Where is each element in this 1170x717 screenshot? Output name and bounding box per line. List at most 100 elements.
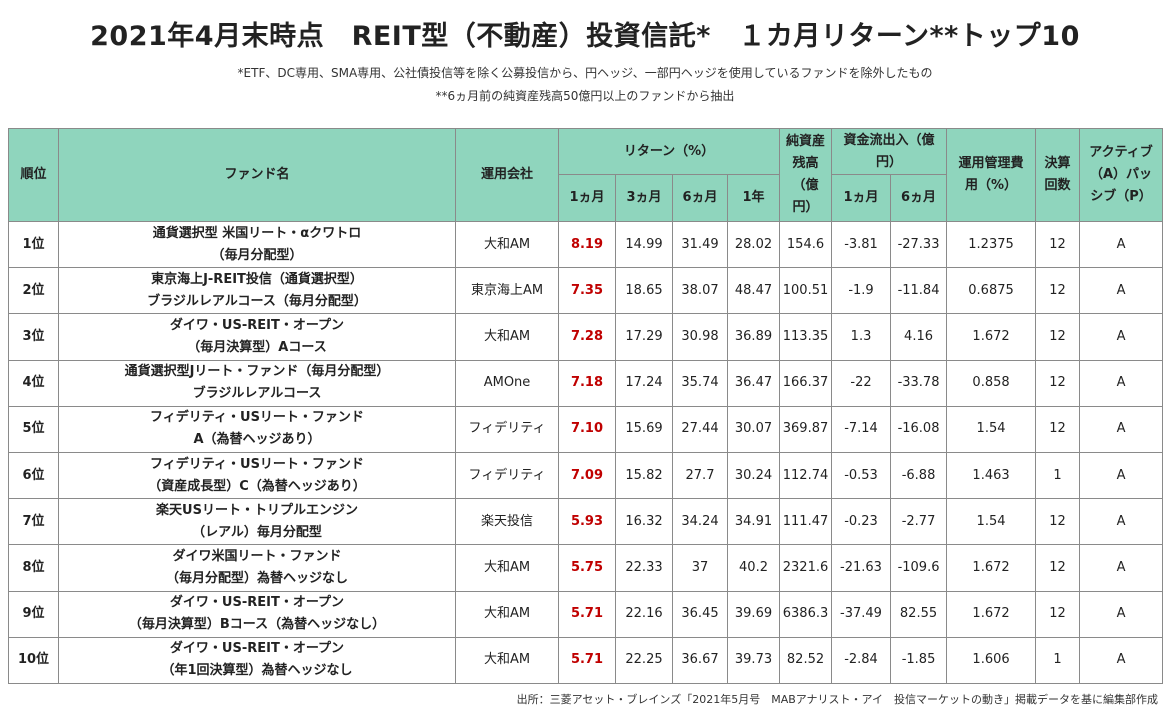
header-rank: 順位 bbox=[8, 128, 59, 222]
settlements-cell: 1 bbox=[1035, 451, 1081, 500]
return-1y-cell: 36.47 bbox=[726, 359, 781, 407]
return-6m-cell: 31.49 bbox=[672, 220, 728, 269]
net-assets-cell: 113.35 bbox=[779, 313, 833, 361]
net-assets-cell: 2321.6 bbox=[779, 544, 833, 592]
company-cell: 大和AM bbox=[455, 544, 559, 592]
return-1m-cell: 7.09 bbox=[558, 451, 616, 500]
fund-name-cell: フィデリティ・USリート・ファンド A（為替ヘッジあり） bbox=[58, 405, 456, 453]
header-flow-6m: 6ヵ月 bbox=[890, 174, 948, 222]
fund-name-line2: （年1回決算型）為替ヘッジなし bbox=[161, 663, 353, 679]
flow-1m-cell: -22 bbox=[831, 359, 892, 407]
active-passive-cell: A bbox=[1079, 267, 1164, 315]
rank-cell: 10位 bbox=[8, 636, 59, 685]
header-fund-name: ファンド名 bbox=[58, 128, 456, 222]
header-return-1y: 1年 bbox=[726, 174, 781, 222]
fund-name-line1: ダイワ・US-REIT・オープン bbox=[169, 641, 345, 657]
header-flow-1m: 1ヵ月 bbox=[831, 174, 892, 222]
return-3m-cell: 22.33 bbox=[615, 544, 673, 592]
table-row: 4位 通貨選択型Jリート・ファンド（毎月分配型） ブラジルレアルコース AMOne… bbox=[8, 359, 1164, 407]
fund-name-line1: 東京海上J-REIT投信（通貨選択型） bbox=[151, 271, 363, 287]
header-return: リターン（%） bbox=[557, 128, 781, 175]
fund-name-line2: A（為替ヘッジあり） bbox=[193, 432, 321, 448]
return-3m-cell: 22.16 bbox=[615, 590, 673, 638]
rank-cell: 3位 bbox=[8, 313, 59, 361]
return-6m-cell: 30.98 bbox=[672, 313, 728, 361]
rank-cell: 1位 bbox=[8, 220, 59, 269]
net-assets-cell: 154.6 bbox=[779, 220, 833, 269]
return-1m-cell: 8.19 bbox=[558, 220, 616, 269]
company-cell: 大和AM bbox=[455, 590, 559, 638]
return-1y-cell: 34.91 bbox=[726, 498, 781, 546]
return-1y-cell: 30.07 bbox=[726, 405, 781, 453]
company-cell: 楽天投信 bbox=[455, 498, 559, 546]
return-1y-cell: 40.2 bbox=[726, 544, 781, 592]
active-passive-cell: A bbox=[1079, 313, 1164, 361]
settlements-cell: 12 bbox=[1035, 313, 1081, 361]
active-passive-cell: A bbox=[1079, 636, 1164, 685]
return-3m-cell: 18.65 bbox=[615, 267, 673, 315]
fund-name-cell: 通貨選択型Jリート・ファンド（毎月分配型） ブラジルレアルコース bbox=[58, 359, 456, 407]
return-1y-cell: 36.89 bbox=[726, 313, 781, 361]
fund-name-line2: （毎月決算型）Aコース bbox=[187, 339, 327, 355]
settlements-cell: 12 bbox=[1035, 405, 1081, 453]
flow-6m-cell: -16.08 bbox=[890, 405, 948, 453]
fund-name-cell: 通貨選択型 米国リート・αクワトロ （毎月分配型） bbox=[58, 220, 456, 269]
company-cell: AMOne bbox=[455, 359, 559, 407]
table-row: 7位 楽天USリート・トリプルエンジン （レアル）毎月分配型 楽天投信 5.93 … bbox=[8, 498, 1164, 546]
fund-name-line2: ブラジルレアルコース bbox=[192, 386, 322, 402]
net-assets-cell: 112.74 bbox=[779, 451, 833, 500]
return-6m-cell: 27.44 bbox=[672, 405, 728, 453]
company-cell: フィデリティ bbox=[455, 405, 559, 453]
return-6m-cell: 38.07 bbox=[672, 267, 728, 315]
fund-name-line2: （毎月分配型） bbox=[211, 247, 303, 263]
fund-name-cell: フィデリティ・USリート・ファンド （資産成長型）C（為替ヘッジあり） bbox=[58, 451, 456, 500]
rank-cell: 6位 bbox=[8, 451, 59, 500]
table-row: 10位 ダイワ・US-REIT・オープン （年1回決算型）為替ヘッジなし 大和AM… bbox=[8, 636, 1164, 685]
rank-cell: 9位 bbox=[8, 590, 59, 638]
table-row: 6位 フィデリティ・USリート・ファンド （資産成長型）C（為替ヘッジあり） フィ… bbox=[8, 451, 1164, 500]
flow-6m-cell: -33.78 bbox=[890, 359, 948, 407]
fund-name-line1: フィデリティ・USリート・ファンド bbox=[150, 456, 364, 472]
return-3m-cell: 17.29 bbox=[615, 313, 673, 361]
table-row: 1位 通貨選択型 米国リート・αクワトロ （毎月分配型） 大和AM 8.19 14… bbox=[8, 220, 1164, 269]
net-assets-cell: 369.87 bbox=[779, 405, 833, 453]
fund-name-line1: ダイワ・US-REIT・オープン bbox=[169, 595, 345, 611]
return-1y-cell: 28.02 bbox=[726, 220, 781, 269]
return-6m-cell: 36.45 bbox=[672, 590, 728, 638]
return-3m-cell: 15.69 bbox=[615, 405, 673, 453]
cost-cell: 1.672 bbox=[946, 590, 1037, 638]
header-settlements: 決算回数 bbox=[1035, 128, 1081, 222]
source-note: 出所：三菱アセット・ブレインズ「2021年5月号 MABアナリスト・アイ 投信マ… bbox=[516, 693, 1158, 706]
return-1m-cell: 5.93 bbox=[558, 498, 616, 546]
settlements-cell: 12 bbox=[1035, 590, 1081, 638]
table-row: 9位 ダイワ・US-REIT・オープン （毎月決算型）Bコース（為替ヘッジなし） … bbox=[8, 590, 1164, 638]
header-company: 運用会社 bbox=[455, 128, 559, 222]
settlements-cell: 12 bbox=[1035, 544, 1081, 592]
flow-6m-cell: -2.77 bbox=[890, 498, 948, 546]
return-1y-cell: 39.69 bbox=[726, 590, 781, 638]
flow-1m-cell: -7.14 bbox=[831, 405, 892, 453]
company-cell: 大和AM bbox=[455, 636, 559, 685]
settlements-cell: 12 bbox=[1035, 498, 1081, 546]
cost-cell: 1.606 bbox=[946, 636, 1037, 685]
active-passive-cell: A bbox=[1079, 544, 1164, 592]
return-3m-cell: 16.32 bbox=[615, 498, 673, 546]
fund-name-line1: 通貨選択型Jリート・ファンド（毎月分配型） bbox=[124, 364, 390, 380]
company-cell: 大和AM bbox=[455, 313, 559, 361]
header-management-cost: 運用管理費用（%） bbox=[946, 128, 1037, 222]
table-row: 8位 ダイワ米国リート・ファンド （毎月分配型）為替ヘッジなし 大和AM 5.75… bbox=[8, 544, 1164, 592]
rank-cell: 5位 bbox=[8, 405, 59, 453]
note-extraction: **6ヵ月前の純資産残高50億円以上のファンドから抽出 bbox=[435, 89, 735, 103]
fund-name-line2: （レアル）毎月分配型 bbox=[192, 524, 322, 540]
flow-1m-cell: -21.63 bbox=[831, 544, 892, 592]
net-assets-cell: 82.52 bbox=[779, 636, 833, 685]
fund-name-line1: フィデリティ・USリート・ファンド bbox=[150, 410, 364, 426]
active-passive-cell: A bbox=[1079, 405, 1164, 453]
cost-cell: 1.672 bbox=[946, 544, 1037, 592]
fund-name-cell: ダイワ・US-REIT・オープン （毎月決算型）Bコース（為替ヘッジなし） bbox=[58, 590, 456, 638]
net-assets-cell: 166.37 bbox=[779, 359, 833, 407]
settlements-cell: 12 bbox=[1035, 359, 1081, 407]
return-1m-cell: 7.18 bbox=[558, 359, 616, 407]
flow-1m-cell: -3.81 bbox=[831, 220, 892, 269]
header-return-3m: 3ヵ月 bbox=[615, 174, 673, 222]
